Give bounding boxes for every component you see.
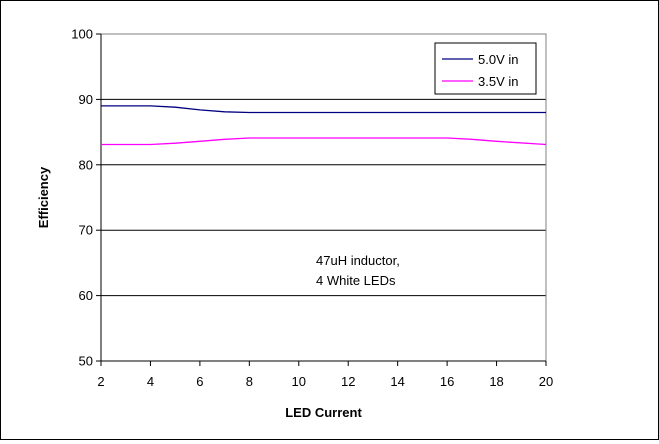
x-tick-label: 2	[97, 374, 104, 389]
y-axis-title: Efficiency	[36, 166, 51, 228]
x-axis-title: LED Current	[285, 405, 362, 420]
x-tick-label: 18	[489, 374, 503, 389]
x-tick-label: 16	[440, 374, 454, 389]
series-lines	[101, 105, 547, 146]
y-tick-label: 50	[79, 354, 93, 369]
series-line-1	[101, 137, 547, 146]
y-tick-label: 70	[79, 223, 93, 238]
legend-label-3-5v: 3.5V in	[478, 74, 518, 89]
legend: 5.0V in 3.5V in	[434, 42, 537, 95]
annotation-line-2: 4 White LEDs	[316, 273, 396, 288]
x-tick-label: 10	[292, 374, 306, 389]
y-tick-label: 100	[71, 27, 93, 42]
x-tick-label: 14	[390, 374, 404, 389]
y-tick-label: 80	[79, 157, 93, 172]
y-tick-label: 90	[79, 92, 93, 107]
x-tick-label: 20	[539, 374, 553, 389]
gridlines	[101, 98, 546, 297]
annotation-line-1: 47uH inductor,	[316, 253, 400, 268]
axes: 50 60 70 80 90 100 2 4 6 8 10 12 14 16 18 20	[71, 27, 553, 390]
x-tick-label: 6	[196, 374, 203, 389]
series-line-0	[101, 105, 546, 114]
legend-label-5v: 5.0V in	[478, 52, 518, 67]
x-tick-label: 8	[246, 374, 253, 389]
legend-box	[434, 42, 537, 95]
x-tick-label: 12	[341, 374, 355, 389]
x-tick-label: 4	[147, 374, 154, 389]
y-tick-label: 60	[79, 288, 93, 303]
